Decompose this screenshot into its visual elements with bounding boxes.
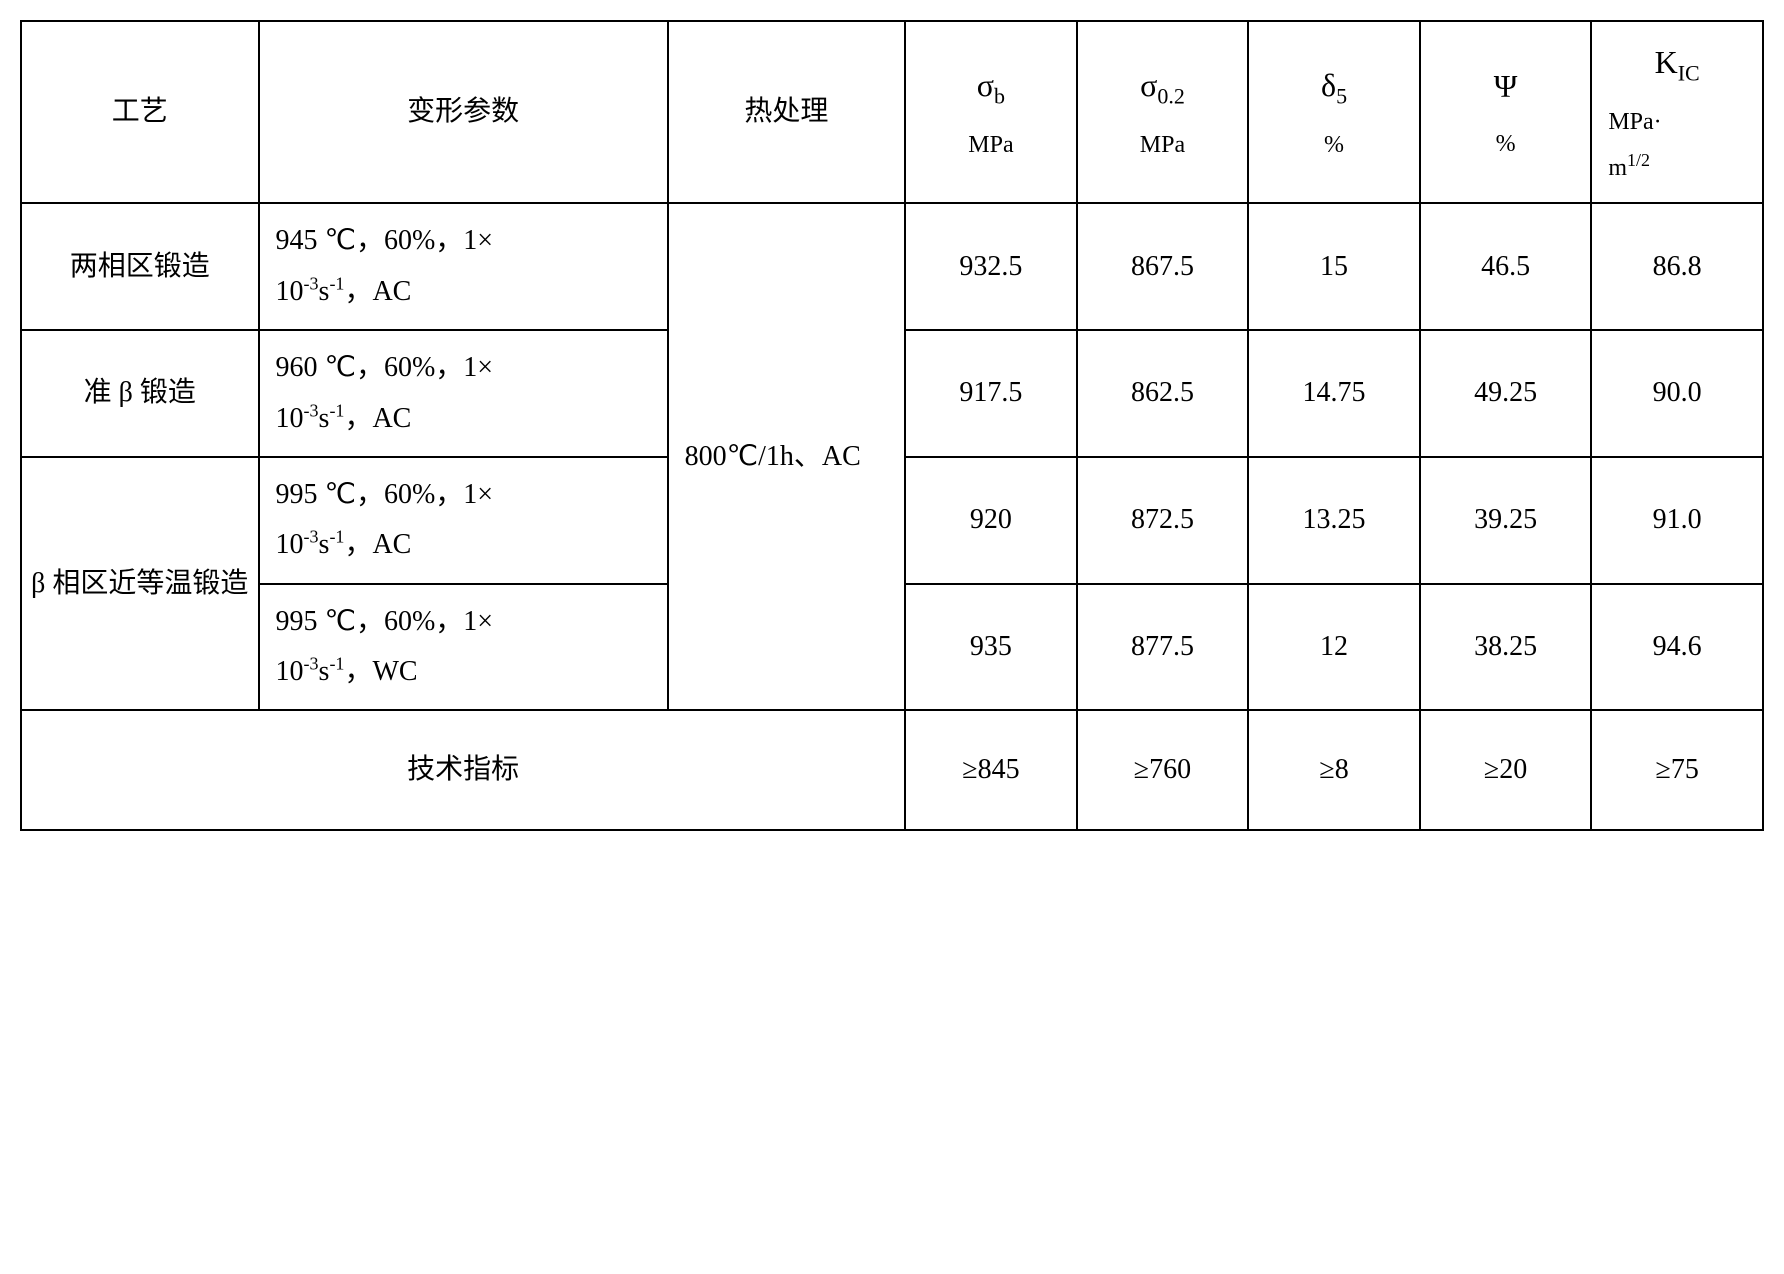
kic-unit: MPa· m1/2 [1600,101,1754,190]
header-delta-5: δ5 % [1248,21,1420,203]
delta-5-symbol: δ5 [1321,67,1347,103]
params-cell: 995 ℃，60%，1× 10-3s-1，AC [259,457,668,584]
sigma-b-cell: 935 [905,584,1077,711]
psi-symbol: Ψ [1494,68,1518,104]
sigma-b-unit: MPa [914,124,1068,167]
kic-symbol: KIC [1655,44,1700,80]
delta-5-cell: 14.75 [1248,330,1420,457]
delta-5-cell: 15 [1248,203,1420,330]
sigma-02-symbol: σ0.2 [1140,67,1185,103]
psi-cell: 39.25 [1420,457,1592,584]
kic-cell: 90.0 [1591,330,1763,457]
psi-cell: 49.25 [1420,330,1592,457]
table-header-row: 工艺 变形参数 热处理 σb MPa σ0.2 MPa δ5 % Ψ % KIC… [21,21,1763,203]
tech-sigma-02: ≥760 [1077,710,1249,830]
psi-unit: % [1429,123,1583,166]
sigma-02-cell: 867.5 [1077,203,1249,330]
sigma-02-cell: 872.5 [1077,457,1249,584]
sigma-b-symbol: σb [977,67,1005,103]
delta-5-unit: % [1257,124,1411,167]
tech-psi: ≥20 [1420,710,1592,830]
header-kic: KIC MPa· m1/2 [1591,21,1763,203]
kic-cell: 91.0 [1591,457,1763,584]
kic-cell: 94.6 [1591,584,1763,711]
delta-5-cell: 13.25 [1248,457,1420,584]
kic-cell: 86.8 [1591,203,1763,330]
sigma-02-cell: 877.5 [1077,584,1249,711]
header-deform-params: 变形参数 [259,21,668,203]
psi-cell: 38.25 [1420,584,1592,711]
sigma-02-unit: MPa [1086,124,1240,167]
tech-sigma-b: ≥845 [905,710,1077,830]
delta-5-cell: 12 [1248,584,1420,711]
process-cell: β 相区近等温锻造 [21,457,259,711]
params-cell: 945 ℃，60%，1× 10-3s-1，AC [259,203,668,330]
header-sigma-b: σb MPa [905,21,1077,203]
header-process: 工艺 [21,21,259,203]
process-cell: 准 β 锻造 [21,330,259,457]
materials-properties-table: 工艺 变形参数 热处理 σb MPa σ0.2 MPa δ5 % Ψ % KIC… [20,20,1764,831]
sigma-02-cell: 862.5 [1077,330,1249,457]
header-psi: Ψ % [1420,21,1592,203]
params-cell: 960 ℃，60%，1× 10-3s-1，AC [259,330,668,457]
table-row: 两相区锻造 945 ℃，60%，1× 10-3s-1，AC 800℃/1h、AC… [21,203,1763,330]
heat-treatment-cell: 800℃/1h、AC [668,203,906,710]
header-sigma-02: σ0.2 MPa [1077,21,1249,203]
process-cell: 两相区锻造 [21,203,259,330]
psi-cell: 46.5 [1420,203,1592,330]
sigma-b-cell: 917.5 [905,330,1077,457]
header-heat-treatment: 热处理 [668,21,906,203]
tech-kic: ≥75 [1591,710,1763,830]
tech-indicator-label: 技术指标 [21,710,905,830]
tech-indicator-row: 技术指标 ≥845 ≥760 ≥8 ≥20 ≥75 [21,710,1763,830]
sigma-b-cell: 920 [905,457,1077,584]
params-cell: 995 ℃，60%，1× 10-3s-1，WC [259,584,668,711]
sigma-b-cell: 932.5 [905,203,1077,330]
tech-delta-5: ≥8 [1248,710,1420,830]
